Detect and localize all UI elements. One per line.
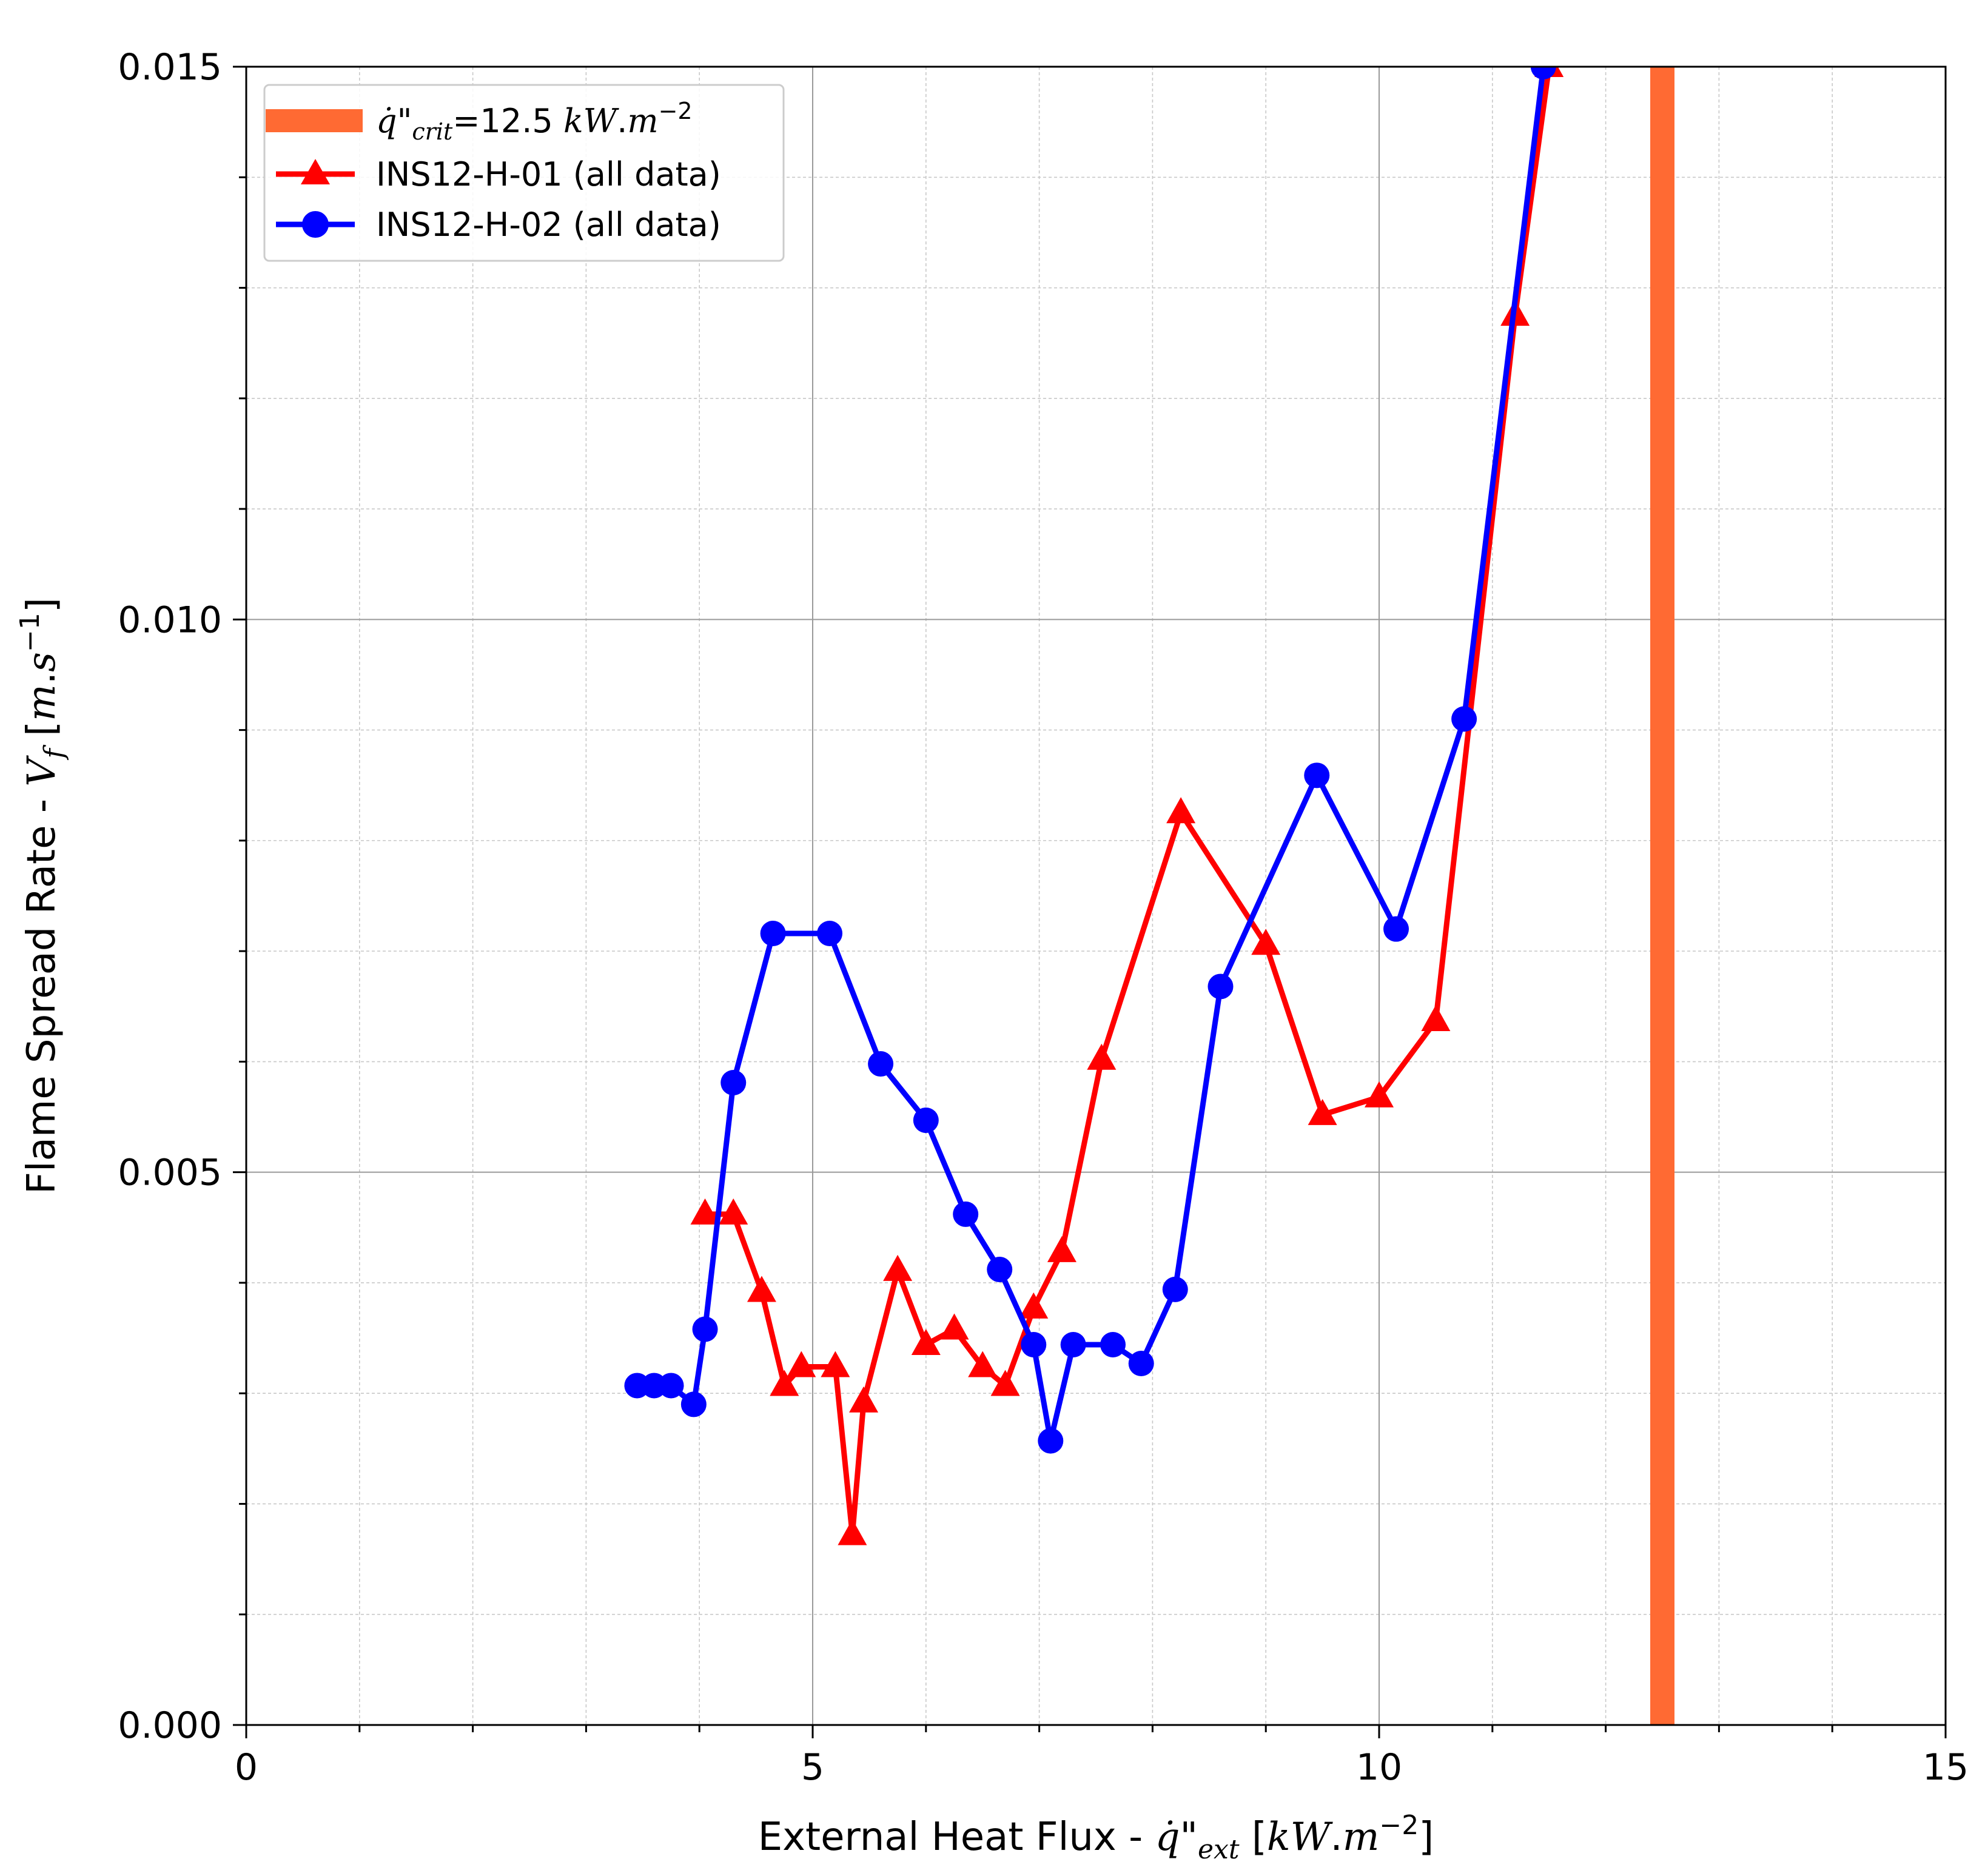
data-point-circle	[760, 920, 786, 946]
data-point-triangle	[747, 1276, 776, 1302]
series-line-2	[637, 67, 1547, 1444]
legend: q̇"crit=12.5 kW.m−2 INS12-H-01 (all data…	[263, 84, 785, 262]
data-point-circle	[1060, 1332, 1086, 1358]
legend-series-1-marker	[301, 159, 330, 184]
data-point-triangle	[838, 1519, 867, 1545]
y-tick-label: 0.000	[118, 1704, 222, 1747]
data-point-triangle	[849, 1386, 879, 1413]
data-point-triangle	[719, 1198, 748, 1225]
data-point-triangle	[821, 1351, 850, 1377]
data-point-triangle	[968, 1351, 998, 1377]
data-point-circle	[1207, 973, 1234, 1000]
data-point-circle	[1128, 1350, 1154, 1376]
legend-series-1-label: INS12-H-01 (all data)	[376, 155, 721, 193]
series-line-1	[705, 67, 1552, 1538]
critical-flux-line	[1650, 67, 1674, 1725]
data-point-circle	[953, 1201, 979, 1227]
x-tick-label: 15	[1923, 1746, 1969, 1789]
major-grid	[246, 67, 1946, 1725]
data-point-circle	[1100, 1332, 1126, 1358]
data-point-circle	[868, 1051, 894, 1077]
x-tick-labels: 0 5 10 15	[235, 1746, 1969, 1789]
data-point-triangle	[990, 1370, 1020, 1396]
data-point-circle	[913, 1108, 939, 1134]
y-tick-labels: 0.000 0.005 0.010 0.015	[118, 46, 222, 1747]
data-point-triangle	[1087, 1043, 1117, 1070]
legend-series-2-marker	[302, 211, 329, 238]
data-point-triangle	[883, 1254, 913, 1281]
data-point-circle	[1451, 706, 1477, 732]
data-point-triangle	[939, 1313, 969, 1340]
data-point-triangle	[1019, 1292, 1049, 1319]
data-point-triangle	[1365, 1081, 1394, 1108]
data-point-circle	[817, 920, 843, 946]
x-tick-label: 5	[801, 1746, 824, 1789]
x-axis-label: External Heat Flux - q̇"ext [kW.m−2]	[758, 1810, 1434, 1865]
plot-area	[624, 67, 1674, 1725]
legend-box	[263, 84, 785, 262]
data-point-circle	[1021, 1332, 1047, 1358]
data-point-circle	[720, 1070, 747, 1096]
data-point-circle	[1162, 1276, 1188, 1302]
x-tick-label: 10	[1356, 1746, 1402, 1789]
data-point-triangle	[690, 1198, 720, 1225]
data-point-triangle	[1047, 1236, 1076, 1262]
legend-series-2-label: INS12-H-02 (all data)	[376, 206, 721, 244]
data-point-circle	[1304, 762, 1330, 788]
data-point-circle	[658, 1373, 684, 1399]
plot-frame	[245, 66, 1947, 1726]
data-point-circle	[1038, 1428, 1064, 1454]
y-tick-label: 0.005	[118, 1152, 222, 1194]
minor-grid	[246, 67, 1946, 1725]
data-point-circle	[1530, 67, 1556, 79]
data-point-circle	[680, 1391, 707, 1417]
data-point-circle	[692, 1316, 718, 1342]
x-tick-label: 0	[235, 1746, 258, 1789]
data-point-triangle	[1251, 929, 1281, 955]
y-tick-label: 0.015	[118, 46, 222, 89]
data-point-triangle	[1421, 1004, 1451, 1031]
data-point-triangle	[770, 1370, 799, 1396]
data-point-circle	[1383, 916, 1409, 942]
y-tick-label: 0.010	[118, 599, 222, 641]
data-point-triangle	[911, 1329, 941, 1356]
axis-ticks	[233, 66, 1947, 1738]
legend-critical-label: q̇"crit=12.5 kW.m−2	[376, 98, 693, 145]
data-point-triangle	[787, 1351, 816, 1377]
data-point-triangle	[1166, 797, 1196, 824]
data-point-circle	[987, 1257, 1013, 1283]
legend-critical-swatch	[266, 109, 363, 132]
y-axis-label: Flame Spread Rate - Vf [m.s−1]	[15, 597, 70, 1194]
data-point-triangle	[1308, 1098, 1337, 1125]
